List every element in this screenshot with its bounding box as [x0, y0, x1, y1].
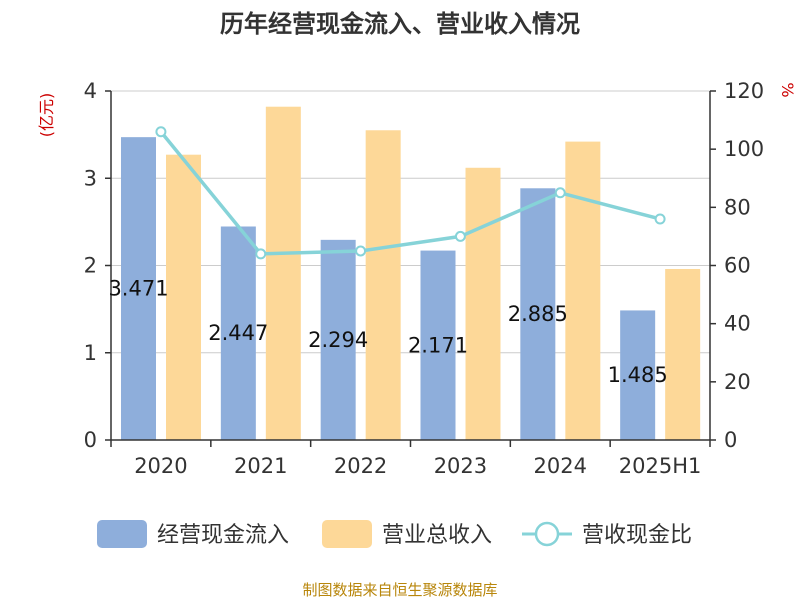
- revenue-bar: [166, 154, 201, 440]
- legend-label: 经营现金流入: [157, 523, 289, 548]
- cash-inflow-bar: [121, 137, 156, 440]
- cash-inflow-bar: [520, 188, 556, 440]
- ratio-point: [554, 187, 566, 199]
- right-tick-label: 20: [724, 370, 751, 394]
- right-tick-label: 80: [724, 195, 751, 219]
- cash-inflow-value-label: 2.447: [208, 321, 268, 345]
- cash-inflow-value-label: 3.471: [108, 277, 168, 301]
- legend-swatch-revenue: [322, 520, 372, 548]
- chart-title: 历年经营现金流入、营业收入情况: [220, 10, 580, 38]
- ratio-point: [155, 126, 167, 138]
- revenue-bar: [665, 268, 701, 440]
- cash-inflow-value-label: 2.294: [308, 328, 368, 352]
- revenue-bar: [265, 106, 301, 440]
- source-note: 制图数据来自恒生聚源数据库: [302, 581, 497, 599]
- legend-label: 营业总收入: [382, 523, 492, 548]
- revenue-bar: [565, 141, 601, 441]
- x-tick-label: 2020: [134, 454, 187, 478]
- x-tick-label: 2023: [434, 454, 487, 478]
- cash-inflow-bar: [620, 310, 656, 440]
- x-tick-label: 2024: [534, 454, 587, 478]
- x-tick-label: 2022: [334, 454, 387, 478]
- ratio-line-path: [159, 130, 661, 256]
- ratio-line: [155, 126, 666, 260]
- revenue-bar: [465, 167, 501, 440]
- left-tick-label: 0: [84, 428, 97, 452]
- ratio-point: [654, 213, 666, 225]
- right-tick-label: 60: [724, 254, 751, 278]
- cash-inflow-value-label: 1.485: [608, 363, 668, 387]
- right-tick-label: 100: [724, 137, 764, 161]
- cash-inflow-bar: [320, 239, 356, 440]
- ratio-point: [454, 230, 466, 242]
- x-tick-label: 2025H1: [619, 454, 702, 478]
- legend-marker-ratio: [534, 521, 560, 547]
- left-axis-unit: (亿元): [37, 93, 56, 138]
- ratio-point: [255, 248, 267, 260]
- legend: 经营现金流入 营业总收入 营收现金比: [97, 520, 692, 548]
- left-tick-label: 1: [84, 341, 97, 365]
- cash-inflow-value-label: 2.171: [408, 333, 468, 357]
- right-tick-label: 120: [724, 79, 764, 103]
- ratio-point: [355, 245, 367, 257]
- cash-inflow-bar: [220, 226, 256, 440]
- bars: [121, 106, 701, 441]
- right-tick-label: 40: [724, 312, 751, 336]
- data-labels: 3.471 2.447 2.294 2.171 2.885 1.485: [108, 277, 667, 388]
- cash-inflow-value-label: 2.885: [508, 302, 568, 326]
- right-axis-unit: %: [778, 82, 797, 97]
- grid-lines: [111, 90, 710, 354]
- left-tick-label: 3: [84, 166, 97, 190]
- x-tick-label: 2021: [234, 454, 287, 478]
- right-tick-label: 0: [724, 428, 737, 452]
- left-tick-label: 2: [84, 254, 97, 278]
- legend-swatch-cash-inflow: [97, 520, 147, 548]
- revenue-bar: [365, 130, 401, 440]
- left-tick-label: 4: [84, 79, 97, 103]
- cash-inflow-bar: [420, 250, 456, 440]
- legend-label: 营收现金比: [582, 523, 692, 548]
